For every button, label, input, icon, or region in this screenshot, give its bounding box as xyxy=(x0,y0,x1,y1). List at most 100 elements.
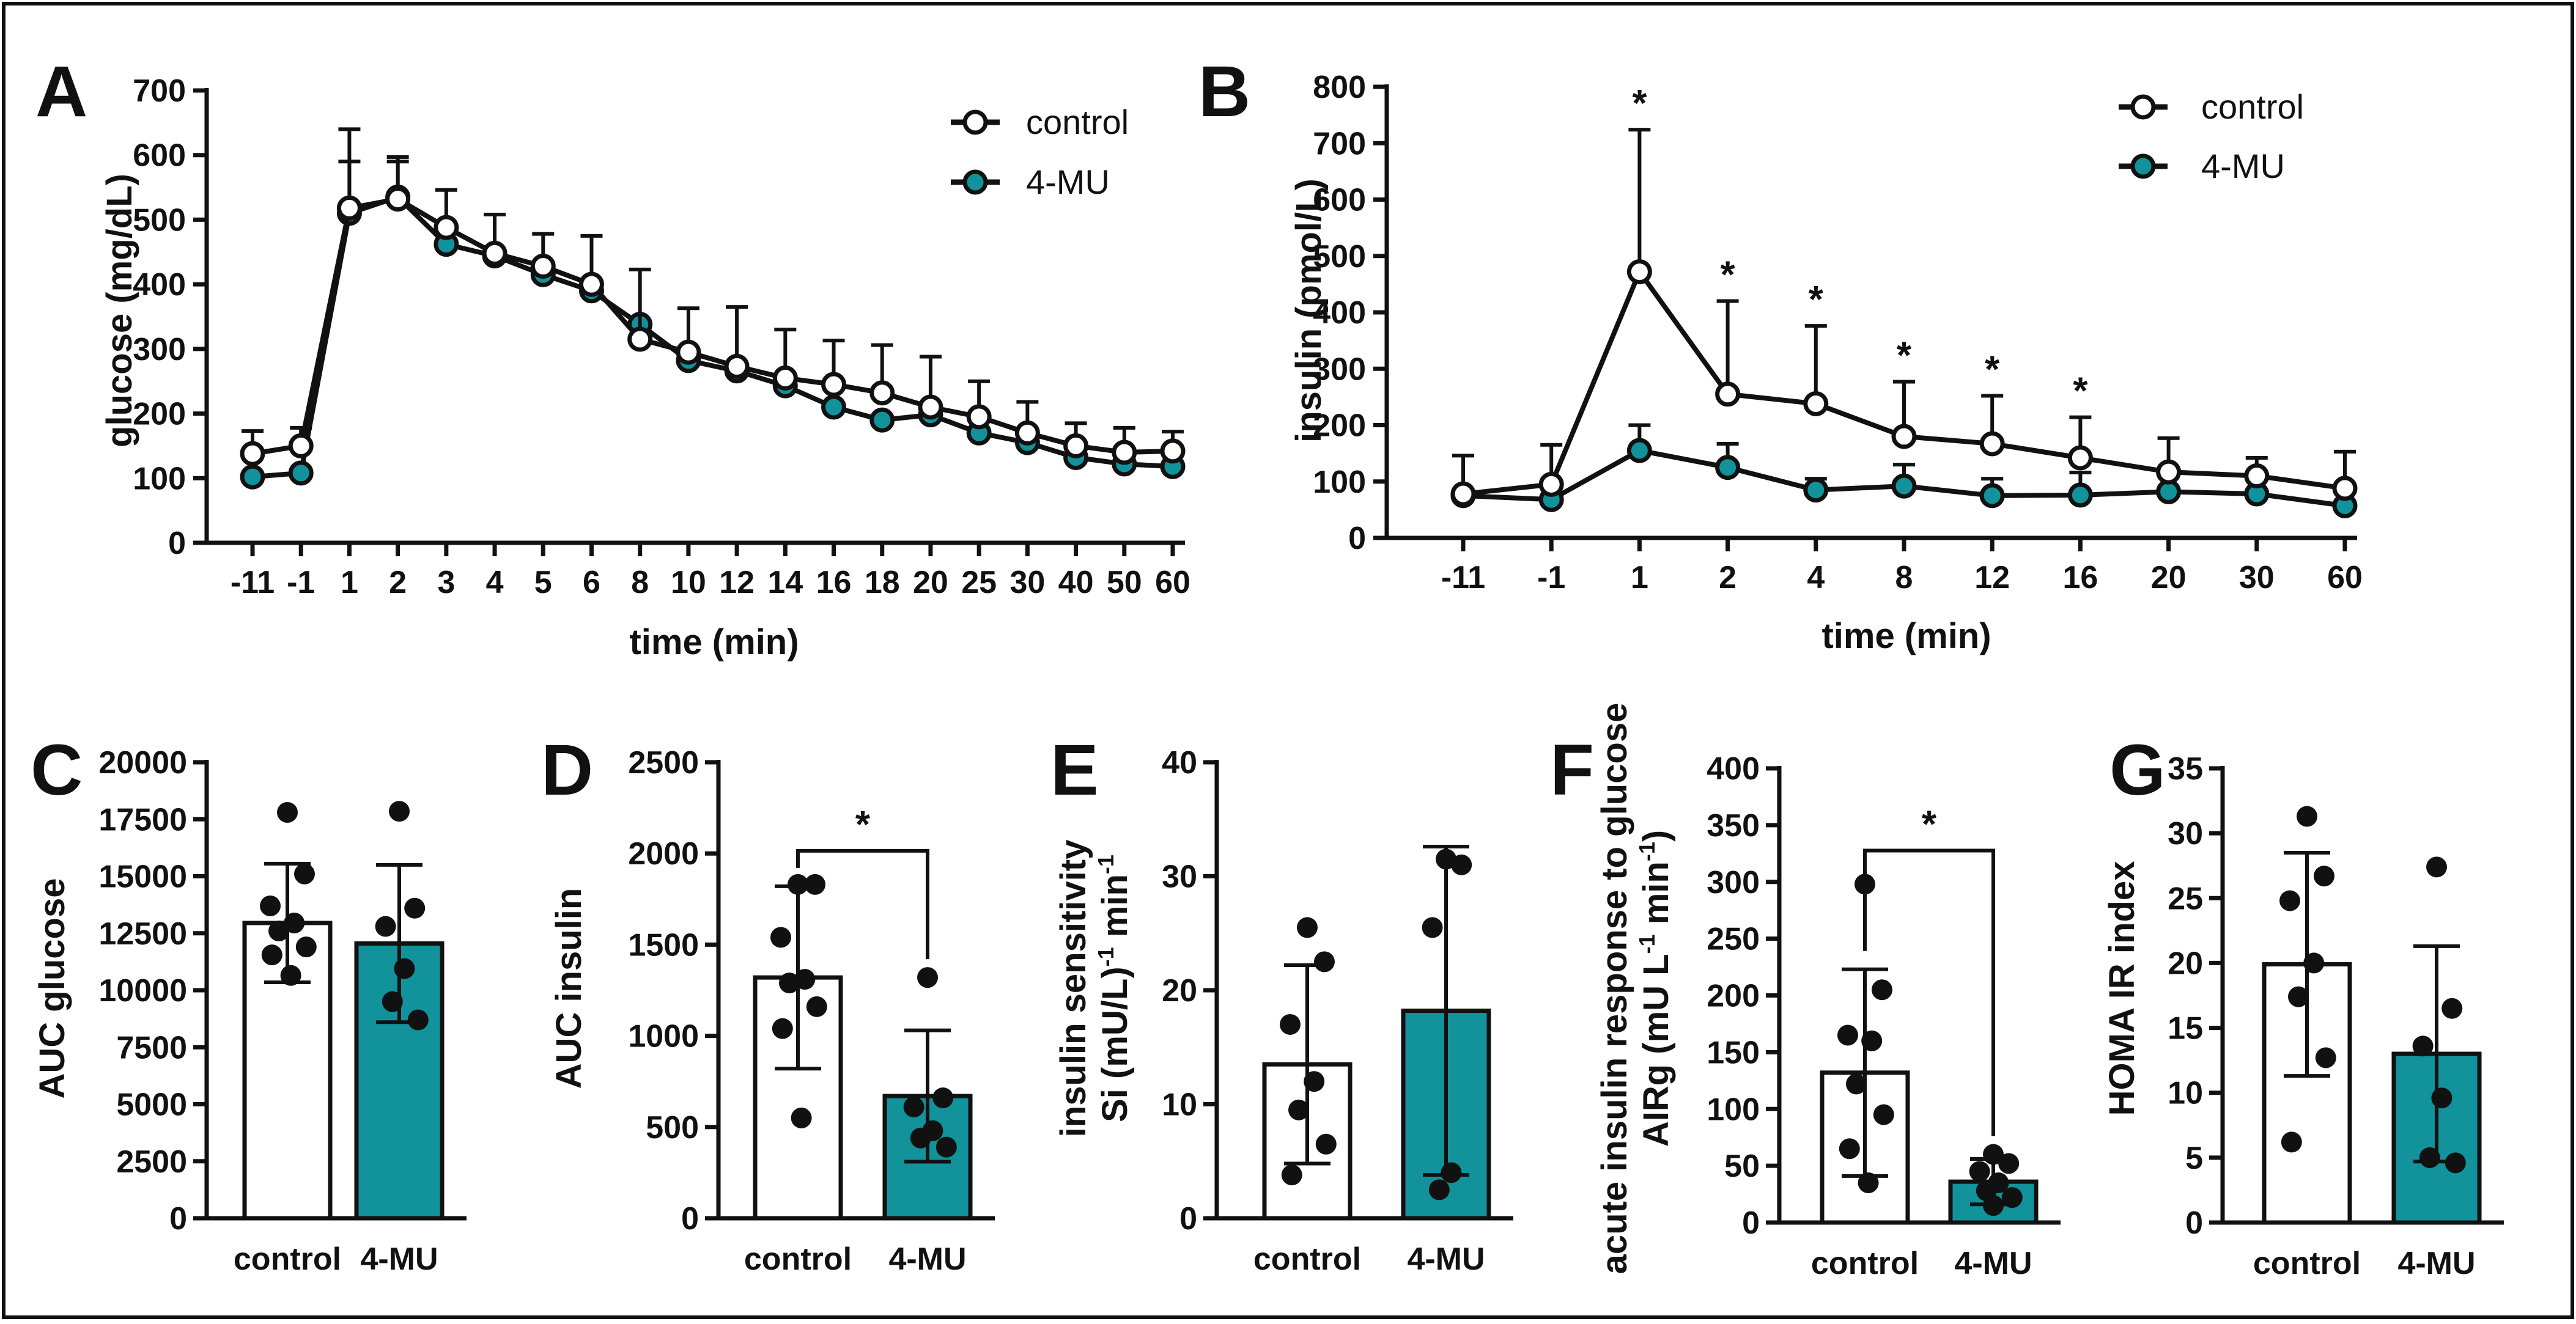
panel-f-ylabel-sup1: -1 xyxy=(1634,934,1659,954)
panel-g-datapoint-4mu xyxy=(2412,1035,2434,1057)
panel-g-datapoint-control xyxy=(2314,866,2334,887)
panel-g-y-tick-label: 5 xyxy=(2185,1141,2203,1176)
panel-c-datapoint-4mu xyxy=(404,897,426,919)
panel-b-y-tick-label: 400 xyxy=(1313,295,1366,331)
panel-a-x-tick-label: 1 xyxy=(341,565,358,600)
panel-d-bar-control xyxy=(753,975,843,1221)
panel-a-point-control xyxy=(1160,438,1186,464)
panel-g-y-tick-label: 20 xyxy=(2168,946,2203,981)
panel-b-y-tick-label: 200 xyxy=(1313,408,1366,444)
panel-a-legend-label-control: control xyxy=(1026,103,1129,141)
panel-e-datapoint-4mu xyxy=(1428,1179,1450,1201)
panel-f-y-tick-label: 350 xyxy=(1707,808,1760,844)
panel-a-x-tick-label: 2 xyxy=(389,565,407,600)
panel-d-y-tick-label: 500 xyxy=(646,1110,699,1146)
panel-a-legend: control 4-MU xyxy=(951,103,1129,201)
panel-e-datapoint-control xyxy=(1304,1071,1325,1092)
panel-f-ylabel-tail: min xyxy=(1636,861,1676,934)
panel-f-y-tick-label: 200 xyxy=(1707,979,1760,1014)
panel-f-x-tick-label-4mu: 4-MU xyxy=(1954,1246,2032,1281)
panel-a-point-control xyxy=(530,254,556,279)
panel-b-x-tick-label: 60 xyxy=(2327,560,2363,595)
panel-a-x-tick-label: 18 xyxy=(865,565,900,600)
panel-f-ylabel-close: ) xyxy=(1636,830,1676,842)
panel-a-point-control xyxy=(821,372,847,397)
panel-d-datapoint-4mu xyxy=(917,967,938,988)
panel-g-y-tick-label: 10 xyxy=(2168,1076,2203,1111)
panel-e-y-tick-label: 10 xyxy=(1162,1087,1197,1123)
panel-b-y-tick-label: 300 xyxy=(1313,351,1366,387)
panel-g-y-tick-label: 30 xyxy=(2168,816,2203,851)
panel-b-x-tick-label: 16 xyxy=(2062,560,2098,595)
panel-c-datapoint-4mu xyxy=(375,916,396,937)
panel-b-significance-marker: * xyxy=(2073,370,2088,413)
panel-d-y-tick-label: 1500 xyxy=(628,927,699,963)
panel-a-point-control xyxy=(676,339,701,365)
panel-d-datapoint-4mu xyxy=(910,1127,931,1149)
panel-d-significance-marker: * xyxy=(855,804,871,846)
panel-e-x-tick-label-control: control xyxy=(1253,1241,1361,1277)
panel-a-x-tick-label: 16 xyxy=(816,565,852,600)
panel-f-datapoint-4mu xyxy=(2001,1187,2023,1208)
panel-g-datapoint-control xyxy=(2297,806,2317,827)
panel-e-datapoint-control xyxy=(1281,1164,1302,1186)
panel-b-ylabel: insulin (pmol/L) xyxy=(1289,178,1329,443)
panel-g-datapoint-control xyxy=(2315,1047,2336,1068)
panel-f-y-tick-label: 250 xyxy=(1707,922,1760,957)
panel-c-y-tick-label: 15000 xyxy=(98,859,187,895)
panel-b-point-4mu xyxy=(1803,477,1829,503)
panel-d-y-tick-label: 1000 xyxy=(628,1019,699,1054)
panel-b-point-4mu xyxy=(1891,473,1917,499)
panel-a-point-4mu xyxy=(869,407,895,433)
panel-b-x-tick-label: 1 xyxy=(1631,560,1648,595)
panel-d-ylabel: AUC insulin xyxy=(549,888,589,1089)
panel-f-y-tick-label: 0 xyxy=(1742,1205,1760,1241)
panel-a-point-control xyxy=(869,380,895,406)
panel-a-x-tick-label: 4 xyxy=(486,565,504,600)
panel-e-datapoint-4mu xyxy=(1451,854,1472,875)
panel-b-point-control xyxy=(2332,476,2358,501)
panel-c-ylabel: AUC glucose xyxy=(32,878,72,1099)
panel-a-x-tick-label: 10 xyxy=(671,565,706,600)
panel-f-datapoint-control xyxy=(1872,979,1892,1001)
panel-a-point-control xyxy=(385,186,411,212)
panel-f-datapoint-4mu xyxy=(1983,1144,2004,1165)
panel-a-point-control xyxy=(288,433,314,458)
panel-b-point-control xyxy=(2244,463,2270,489)
panel-d-significance-bracket xyxy=(796,848,929,960)
panel-d-datapoint-control xyxy=(806,996,827,1017)
panel-b-point-control xyxy=(2156,459,2182,485)
panel-f-y-tick-label: 150 xyxy=(1707,1035,1760,1070)
panel-e-datapoint-control xyxy=(1288,1099,1309,1120)
panel-c-datapoint-control xyxy=(260,895,281,916)
panel-a-x-tick-label: 30 xyxy=(1009,565,1045,600)
panel-e-y-tick-label: 0 xyxy=(1179,1201,1197,1237)
panel-a-point-control xyxy=(1112,439,1137,465)
panel-e-ylabel-line1: insulin sensitivity xyxy=(1054,840,1093,1138)
panel-d-datapoint-4mu xyxy=(932,1087,954,1109)
panel-b-significance-marker: * xyxy=(1809,279,1824,321)
panel-b-point-4mu xyxy=(1979,483,2005,509)
panel-c-datapoint-4mu xyxy=(394,958,415,979)
panel-a-point-control xyxy=(724,353,750,379)
panel-c-datapoint-control xyxy=(280,965,301,986)
panel-c-y-tick-label: 5000 xyxy=(116,1087,187,1123)
panel-d-datapoint-4mu xyxy=(903,1096,924,1117)
panel-b-significance-marker: * xyxy=(1632,83,1647,125)
panel-c-y-tick-label: 10000 xyxy=(98,973,187,1009)
panel-a-legend-marker-4mu xyxy=(962,169,988,195)
panel-b-x-tick-label: 2 xyxy=(1719,560,1736,595)
panel-b-x-tick-label: -1 xyxy=(1537,560,1565,595)
panel-e-datapoint-control xyxy=(1315,1133,1337,1155)
panel-a-legend-marker-control xyxy=(962,109,988,135)
panel-letter-e: E xyxy=(1050,730,1099,811)
panel-letter-b: B xyxy=(1198,51,1250,132)
panel-e-datapoint-control xyxy=(1297,917,1318,938)
panel-a-legend-label-4mu: 4-MU xyxy=(1026,163,1110,201)
panel-a-point-4mu xyxy=(288,460,314,486)
panel-a-point-control xyxy=(772,365,798,391)
panel-g-bar-chart: 0 5 10 15 20 25 30 35 control 4-MU xyxy=(2168,751,2504,1281)
panel-g-datapoint-control xyxy=(2288,986,2309,1007)
